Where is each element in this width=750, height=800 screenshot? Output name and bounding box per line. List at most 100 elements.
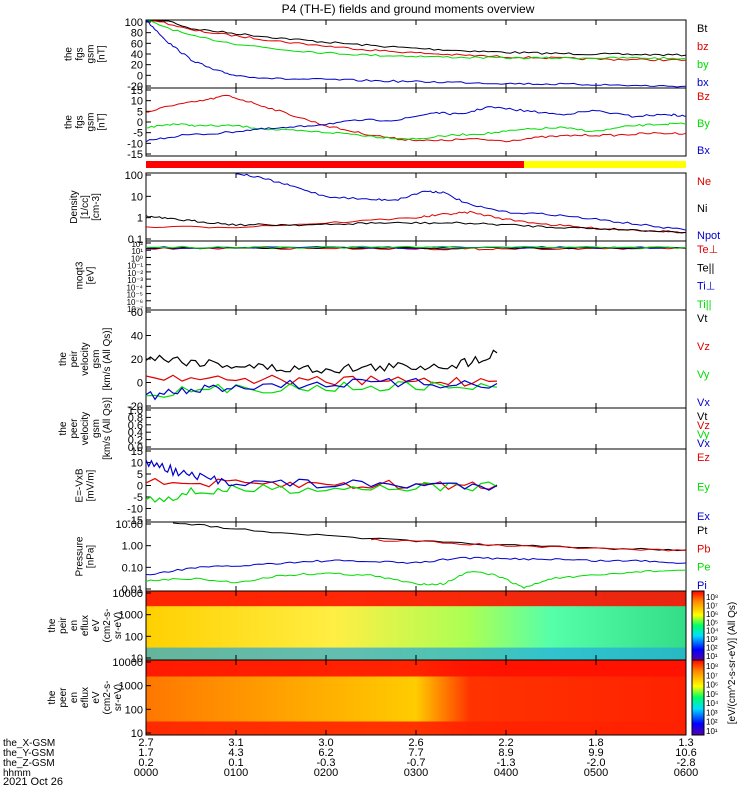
legend-entry: Ti⊥ xyxy=(697,281,715,293)
y-tick-label: -15 xyxy=(127,515,143,527)
y-axis-label: the xyxy=(58,421,69,435)
colorbar-tick: 10² xyxy=(706,644,718,653)
y-axis-label: [cm-3] xyxy=(91,193,102,221)
y-axis-label: peir xyxy=(58,616,69,633)
y-tick-label: 0.2 xyxy=(128,435,143,447)
x-axis-value: 6.2 xyxy=(318,747,333,759)
panel-6: 1.00.80.60.40.20.0 the peer velocity gsm [km/… xyxy=(58,397,710,460)
y-axis-label: sr-eV) xyxy=(113,612,124,639)
legend-entry: by xyxy=(697,59,709,71)
y-tick-label: -15 xyxy=(127,149,143,161)
x-axis-value: 2.6 xyxy=(408,737,423,749)
series-line-Pb xyxy=(370,538,687,552)
y-axis-label: eV xyxy=(91,619,102,632)
y-tick-label: 10 xyxy=(131,191,143,203)
heatmap-band-bottom xyxy=(146,721,686,735)
series-line-Bt xyxy=(146,20,687,57)
x-axis-value: 7.7 xyxy=(408,747,423,759)
colorbar-label: [eV/(cm^2-s-sr-eV)] (All Qs) xyxy=(727,602,738,724)
y-tick-label: 10 xyxy=(131,728,143,740)
colorbars: 10⁸10⁷10⁶10⁵10⁴10³10²10¹10⁸10⁷10⁶10⁵10⁴1… xyxy=(691,590,719,736)
x-axis-value: 0.1 xyxy=(228,757,243,769)
y-tick-label: 60 xyxy=(131,38,143,50)
colorbar-tick: 10⁸ xyxy=(706,593,718,602)
x-axis-value: 4.3 xyxy=(228,747,243,759)
y-tick-label: 20 xyxy=(131,60,143,72)
y-axis-label: the xyxy=(47,690,58,704)
panel-frame xyxy=(145,407,687,450)
legend-entry: Ne xyxy=(697,176,711,188)
colorbar xyxy=(691,659,705,736)
y-tick-label: 0.1 xyxy=(128,234,143,246)
y-tick-label: 0 xyxy=(137,378,143,390)
legend-entry: Npot xyxy=(697,230,720,242)
x-axis-value: 8.9 xyxy=(498,747,513,759)
legend-entry: Vt xyxy=(697,411,707,423)
legend-entry: Bz xyxy=(697,91,710,103)
panel-frame xyxy=(145,448,687,523)
colorbar-tick: 10¹ xyxy=(706,652,718,661)
series-line-Vy xyxy=(145,381,498,398)
y-axis-label: eV xyxy=(91,691,102,704)
series-line-By xyxy=(145,122,686,140)
x-axis-value: 0100 xyxy=(224,767,248,779)
x-axis-value: 3.0 xyxy=(318,737,333,749)
x-axis-row-label: the_Z-GSM xyxy=(3,758,55,769)
legend-entry: Bx xyxy=(697,145,710,157)
y-tick-label: -10 xyxy=(127,504,143,516)
x-axis-value: 0000 xyxy=(134,767,158,779)
y-axis-label: gsm xyxy=(91,419,102,438)
series-line-Pt xyxy=(172,522,687,552)
series-line-Ni xyxy=(145,215,687,234)
y-axis-label: gsm xyxy=(86,113,97,132)
panel-3: 100 10 1 0.1 Density [1/cc] [cm-3] Ne Ni Npot xyxy=(69,170,720,246)
y-axis-label: peer xyxy=(58,687,69,708)
x-axis-value: 1.8 xyxy=(588,737,603,749)
y-tick-label: 10⁻⁶ xyxy=(127,298,143,307)
series-line-Pi xyxy=(145,556,687,576)
legend-entry: Te⊥ xyxy=(697,244,718,256)
legend-entry: Ni xyxy=(697,203,707,215)
x-axis-value: 1.7 xyxy=(138,747,153,759)
y-axis-label: eflux xyxy=(80,615,91,636)
legend-entry: By xyxy=(697,118,710,130)
y-tick-label: 5 xyxy=(137,469,143,481)
x-axis-value: 3.1 xyxy=(228,737,243,749)
panel-10: 10000 1000 100 10 the peer en eflux eV (cm2-s-sr-… xyxy=(47,657,687,740)
y-tick-label: 20 xyxy=(131,354,143,366)
y-tick-label: 0.01 xyxy=(122,584,143,596)
y-axis-label: [1/cc] xyxy=(80,195,91,219)
y-tick-label: 1000 xyxy=(119,610,143,622)
x-axis-value: 2.7 xyxy=(138,737,153,749)
y-axis-label: the xyxy=(47,618,58,632)
series-line-bz xyxy=(146,20,687,62)
y-tick-label: -20 xyxy=(127,81,143,93)
y-axis-label: velocity xyxy=(80,342,91,375)
y-tick-label: 5 xyxy=(137,106,143,118)
series-line-Vx xyxy=(145,377,498,401)
legend-entry: Ex xyxy=(697,511,710,523)
y-tick-label: 0.8 xyxy=(128,412,143,424)
series-line-Npot xyxy=(236,173,687,231)
y-tick-label: -5 xyxy=(133,492,143,504)
series-line-Vt xyxy=(145,349,498,374)
panel-frame xyxy=(145,172,687,242)
y-tick-label: 1.0 xyxy=(128,405,143,417)
x-axis-row-label: the_Y-GSM xyxy=(3,748,54,759)
y-tick-label: 10¹ xyxy=(131,247,143,256)
legend-entry: bz xyxy=(697,41,709,53)
heatmap-band-top xyxy=(146,591,686,607)
x-axis-value: 9.9 xyxy=(588,747,603,759)
panel-frame xyxy=(145,240,687,311)
legend-entry: Pb xyxy=(697,543,710,555)
y-tick-label: 10⁰ xyxy=(131,254,143,263)
x-axis-value: -0.7 xyxy=(407,757,426,769)
y-tick-label: 10000 xyxy=(112,657,143,669)
y-tick-label: 1000 xyxy=(119,681,143,693)
panel-frame xyxy=(145,87,687,157)
panel-9: 10000 1000 100 10 the peir en eflux eV (cm2-s-sr-… xyxy=(47,588,687,665)
y-tick-label: 1 xyxy=(137,213,143,225)
